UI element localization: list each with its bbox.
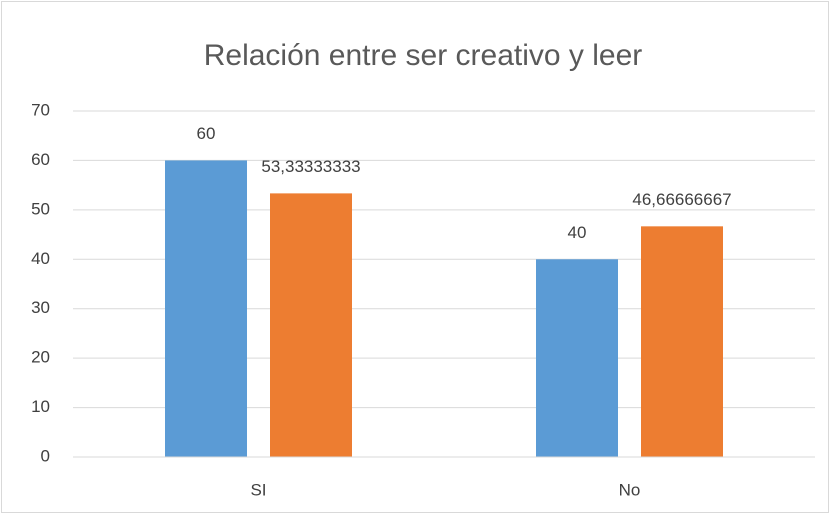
y-tick-label: 30 <box>31 298 50 317</box>
y-tick-label: 70 <box>31 100 50 119</box>
y-tick-label: 10 <box>31 397 50 416</box>
y-tick-label: 60 <box>31 150 50 169</box>
x-tick-label: SI <box>250 480 266 499</box>
chart-title: Relación entre ser creativo y leer <box>204 39 643 72</box>
bar <box>165 160 247 457</box>
data-label: 60 <box>197 124 216 143</box>
bar <box>270 193 352 457</box>
bar <box>536 259 618 457</box>
y-tick-label: 20 <box>31 348 50 367</box>
y-tick-label: 40 <box>31 249 50 268</box>
y-tick-label: 50 <box>31 199 50 218</box>
data-label: 53,33333333 <box>261 157 360 176</box>
y-tick-label: 0 <box>41 446 50 465</box>
data-label: 40 <box>568 223 587 242</box>
x-tick-label: No <box>619 480 641 499</box>
bar <box>641 226 723 457</box>
data-label: 46,66666667 <box>632 190 731 209</box>
